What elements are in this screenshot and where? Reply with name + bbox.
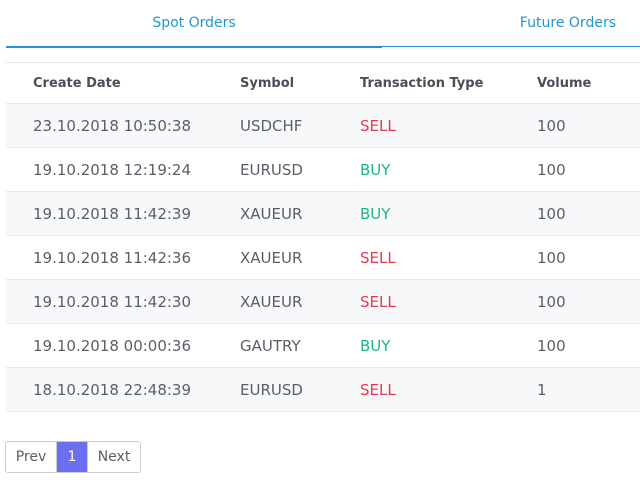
cell-symbol: XAUEUR xyxy=(240,235,360,280)
cell-volume: 1 xyxy=(537,367,640,412)
cell-symbol: XAUEUR xyxy=(240,279,360,324)
column-header-symbol[interactable]: Symbol xyxy=(240,62,360,104)
cell-create-date: 23.10.2018 10:50:38 xyxy=(6,103,240,148)
orders-table: Create Date Symbol Transaction Type Volu… xyxy=(6,62,640,412)
next-page-button[interactable]: Next xyxy=(87,442,140,472)
cell-transaction-type: SELL xyxy=(360,235,537,280)
table-header-row: Create Date Symbol Transaction Type Volu… xyxy=(6,62,640,104)
cell-transaction-type: SELL xyxy=(360,103,537,148)
cell-symbol: EURUSD xyxy=(240,147,360,192)
cell-volume: 100 xyxy=(537,279,640,324)
cell-create-date: 19.10.2018 12:19:24 xyxy=(6,147,240,192)
cell-symbol: EURUSD xyxy=(240,367,360,412)
cell-create-date: 19.10.2018 00:00:36 xyxy=(6,323,240,368)
cell-transaction-type: BUY xyxy=(360,191,537,236)
column-header-transaction-type[interactable]: Transaction Type xyxy=(360,62,537,104)
cell-create-date: 19.10.2018 11:42:39 xyxy=(6,191,240,236)
tab-future-orders[interactable]: Future Orders xyxy=(382,0,640,47)
cell-symbol: GAUTRY xyxy=(240,323,360,368)
cell-symbol: USDCHF xyxy=(240,103,360,148)
table-row[interactable]: 19.10.2018 12:19:24 EURUSD BUY 100 xyxy=(6,147,640,192)
order-tabs: Spot Orders Future Orders xyxy=(6,0,640,48)
cell-transaction-type: BUY xyxy=(360,323,537,368)
column-header-create-date[interactable]: Create Date xyxy=(6,62,240,104)
pagination: Prev 1 Next xyxy=(5,441,141,473)
cell-transaction-type: SELL xyxy=(360,367,537,412)
cell-transaction-type: BUY xyxy=(360,147,537,192)
cell-transaction-type: SELL xyxy=(360,279,537,324)
orders-table-body: 23.10.2018 10:50:38 USDCHF SELL 100 19.1… xyxy=(6,103,640,412)
cell-create-date: 19.10.2018 11:42:30 xyxy=(6,279,240,324)
cell-create-date: 19.10.2018 11:42:36 xyxy=(6,235,240,280)
cell-volume: 100 xyxy=(537,191,640,236)
column-header-volume[interactable]: Volume xyxy=(537,62,640,104)
table-row[interactable]: 23.10.2018 10:50:38 USDCHF SELL 100 xyxy=(6,103,640,148)
table-row[interactable]: 19.10.2018 11:42:30 XAUEUR SELL 100 xyxy=(6,279,640,324)
cell-volume: 100 xyxy=(537,323,640,368)
cell-symbol: XAUEUR xyxy=(240,191,360,236)
page-1-button[interactable]: 1 xyxy=(57,442,87,472)
table-row[interactable]: 19.10.2018 11:42:39 XAUEUR BUY 100 xyxy=(6,191,640,236)
cell-volume: 100 xyxy=(537,147,640,192)
table-row[interactable]: 19.10.2018 00:00:36 GAUTRY BUY 100 xyxy=(6,323,640,368)
tab-spot-orders[interactable]: Spot Orders xyxy=(6,0,382,48)
prev-page-button[interactable]: Prev xyxy=(6,442,57,472)
cell-create-date: 18.10.2018 22:48:39 xyxy=(6,367,240,412)
cell-volume: 100 xyxy=(537,103,640,148)
table-row[interactable]: 18.10.2018 22:48:39 EURUSD SELL 1 xyxy=(6,367,640,412)
cell-volume: 100 xyxy=(537,235,640,280)
table-row[interactable]: 19.10.2018 11:42:36 XAUEUR SELL 100 xyxy=(6,235,640,280)
